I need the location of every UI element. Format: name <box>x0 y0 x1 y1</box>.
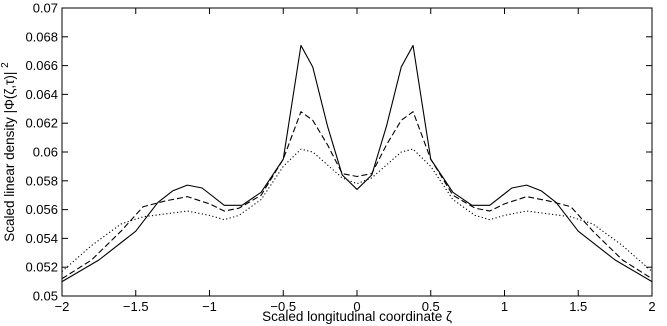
x-tick-label: −0.5 <box>270 299 296 314</box>
series-line-dashed <box>61 111 653 280</box>
x-tick-label: 1.5 <box>569 299 587 314</box>
series-line-dotted <box>61 148 653 272</box>
y-tick-label: 0.06 <box>33 145 58 160</box>
y-tick-label: 0.054 <box>25 231 58 246</box>
tick-layer <box>61 7 653 297</box>
y-tick-label: 0.058 <box>25 173 58 188</box>
x-tick-label: −1.5 <box>123 299 149 314</box>
y-tick-label: 0.064 <box>25 87 58 102</box>
y-tick-label: 0.07 <box>33 1 58 16</box>
x-tick-label: −1 <box>202 299 217 314</box>
tick-label-layer: −2 −1.5 −1 −0.5 0 0.5 1 1.5 2 0.05 0.052 0.054 0.056… <box>25 1 655 315</box>
y-tick-label: 0.05 <box>33 289 58 304</box>
x-tick-label: 0.5 <box>422 299 440 314</box>
x-tick-label: 0 <box>353 299 360 314</box>
x-axis-title: Scaled longitudinal coordinate ζ <box>262 309 452 324</box>
plot-area <box>61 7 653 297</box>
y-tick-label: 0.066 <box>25 58 58 73</box>
x-tick-label: −2 <box>55 299 70 314</box>
y-tick-label: 0.052 <box>25 260 58 275</box>
y-tick-label: 0.062 <box>25 116 58 131</box>
x-tick-label: 2 <box>648 299 655 314</box>
y-axis-title: Scaled linear density |Φ(ζ,τ)| 2 <box>0 62 17 242</box>
y-axis-title-main: Scaled linear density |Φ(ζ,τ)| <box>2 72 17 242</box>
series-layer <box>61 44 653 283</box>
y-tick-label: 0.068 <box>25 29 58 44</box>
series-line-solid <box>61 44 653 283</box>
x-tick-label: 1 <box>501 299 508 314</box>
y-axis-title-superscript: 2 <box>0 62 11 68</box>
y-tick-label: 0.056 <box>25 202 58 217</box>
